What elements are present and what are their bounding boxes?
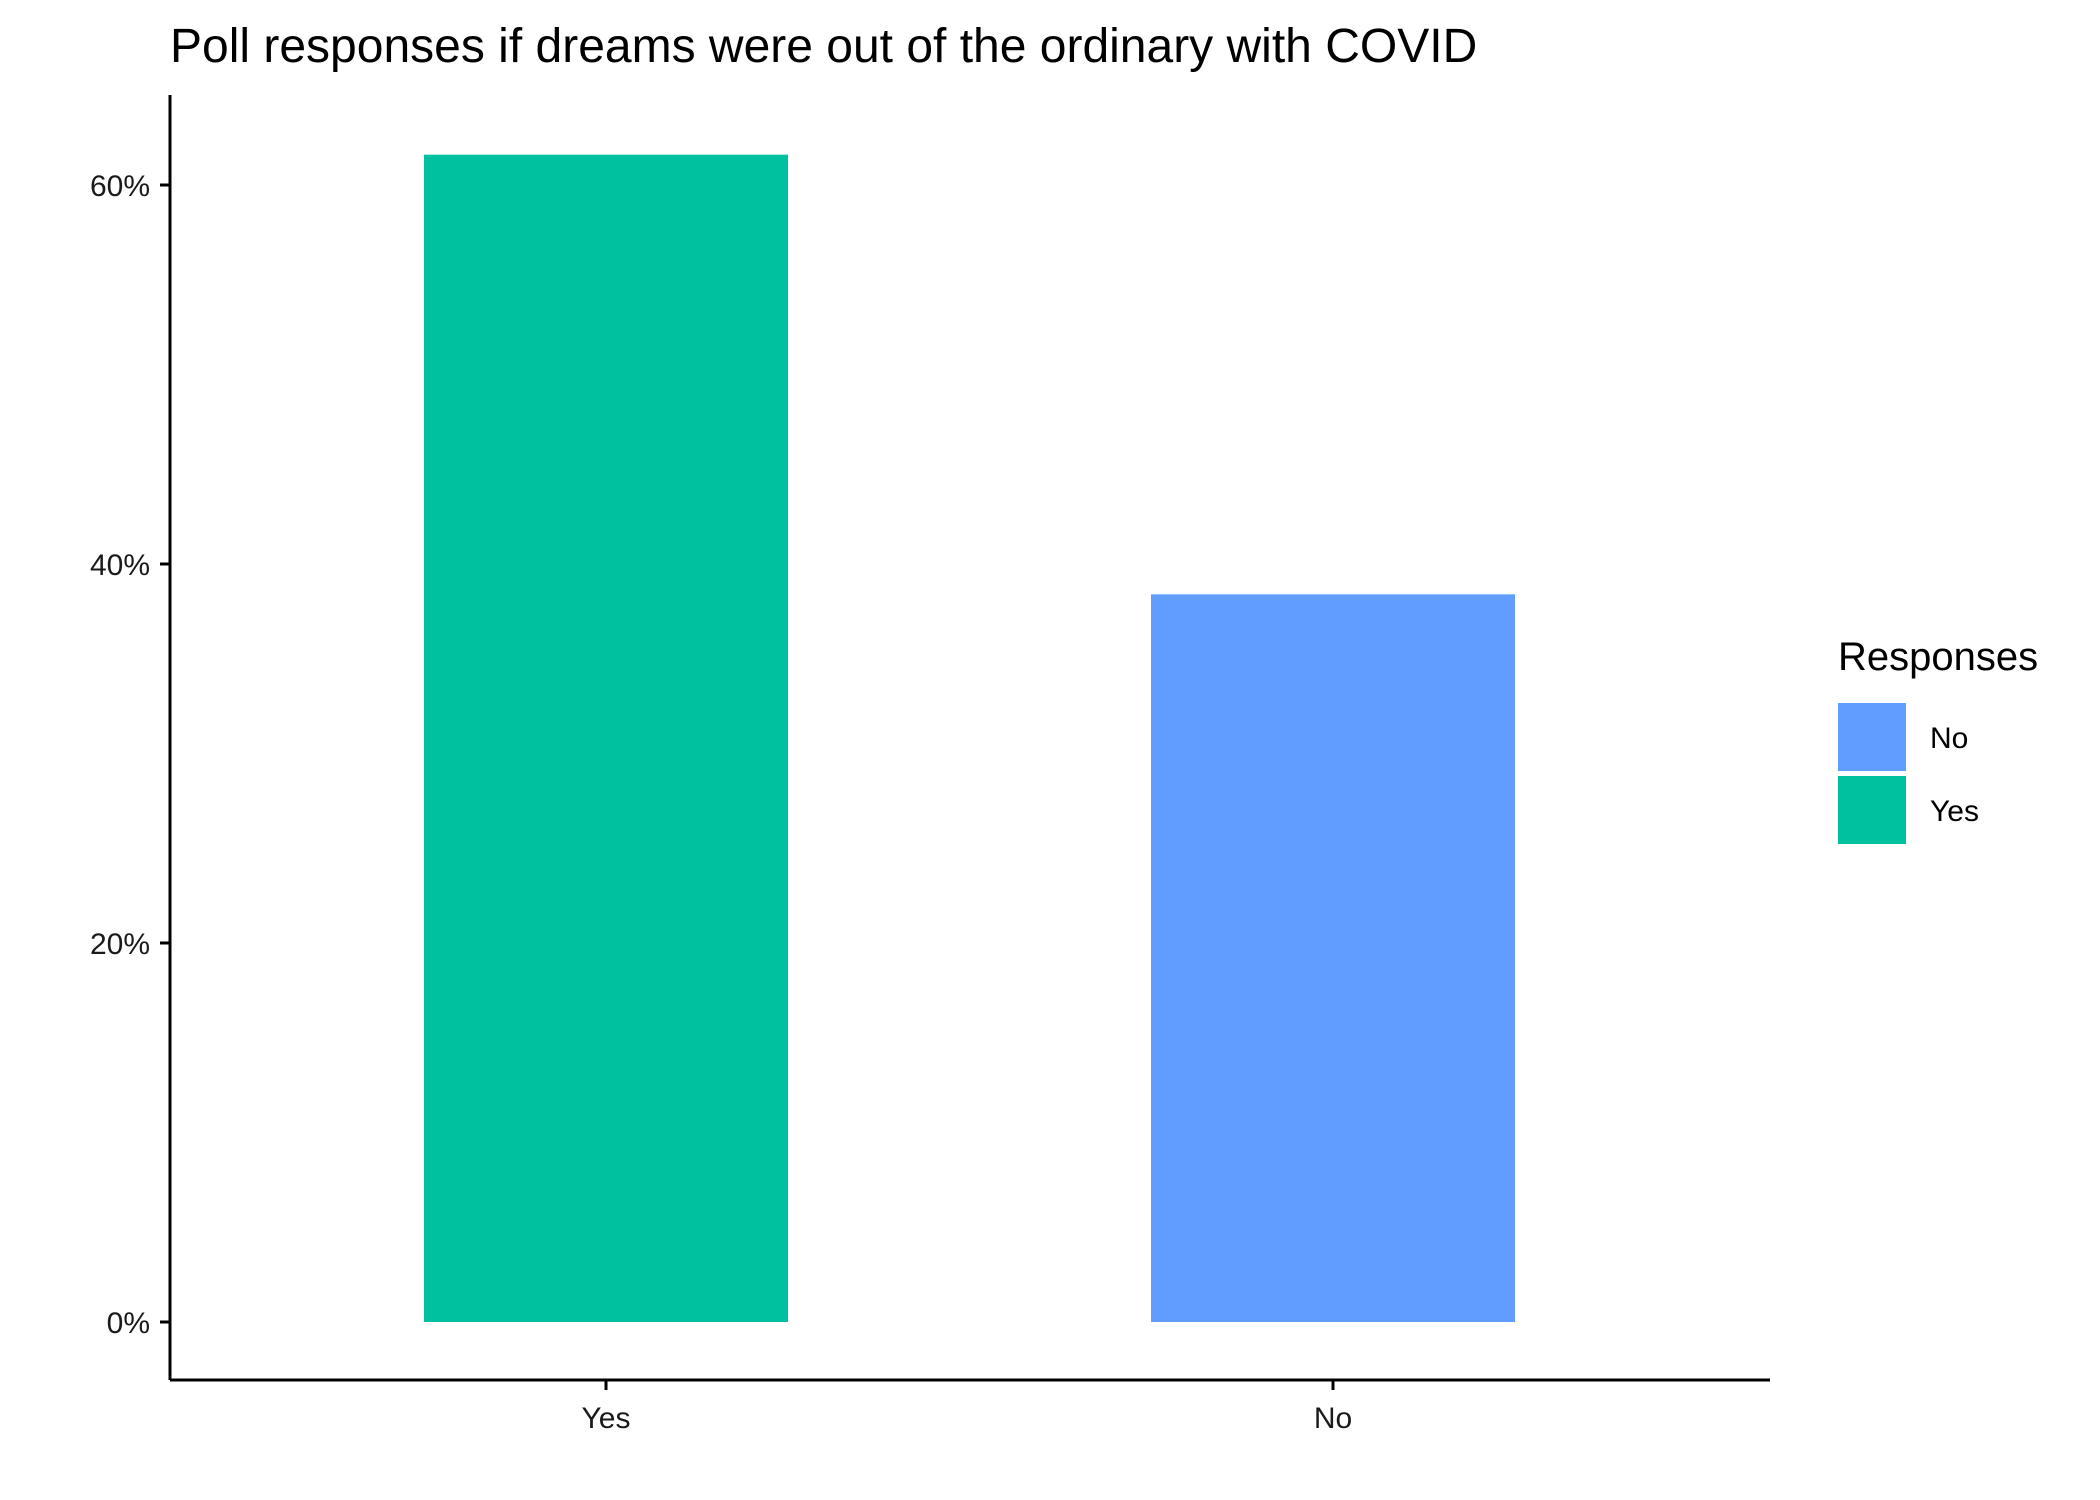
x-tick-label: Yes [582,1402,631,1435]
bar-no [1151,594,1515,1322]
axes-layer [168,95,1770,1382]
legend-swatch-yes [1838,776,1906,844]
y-tick-label: 60% [90,170,150,203]
legend-label-no: No [1930,722,1968,755]
y-tick-label: 40% [90,549,150,582]
bar-yes [424,154,788,1323]
chart-title: Poll responses if dreams were out of the… [170,20,1477,73]
legend-title: Responses [1838,635,2038,679]
legend: Responses No Yes [1838,635,2038,844]
bars-layer [424,154,1515,1323]
x-ticks-layer: Yes No [582,1380,1352,1435]
legend-label-yes: Yes [1930,795,1979,828]
y-ticks-layer: 0% 20% 40% 60% [90,170,170,1340]
y-tick-label: 20% [90,928,150,961]
legend-swatch-no [1838,703,1906,771]
legend-entries: No Yes [1838,703,1979,844]
y-tick-label: 0% [107,1307,150,1340]
x-tick-label: No [1314,1402,1352,1435]
